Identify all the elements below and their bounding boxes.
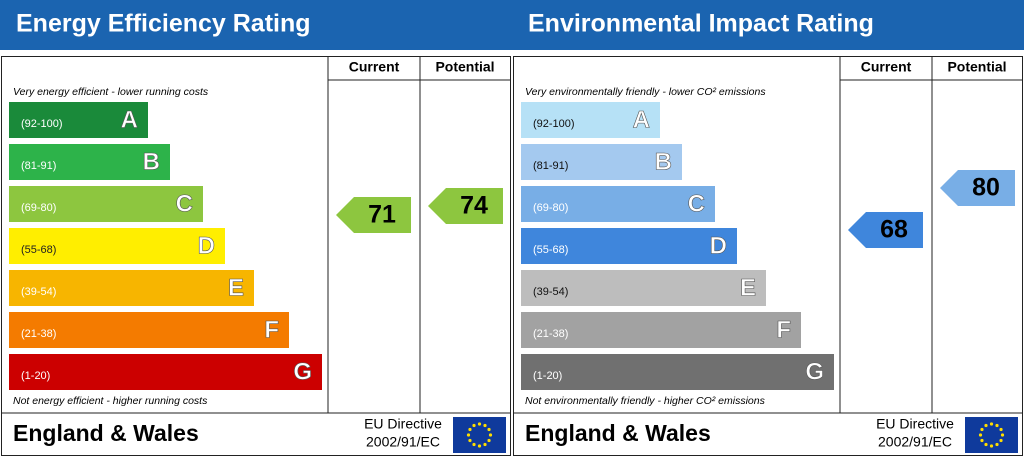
flag-star bbox=[488, 433, 493, 437]
band-letter: E bbox=[740, 274, 756, 301]
band-range: (92-100) bbox=[21, 118, 63, 130]
band-bar bbox=[521, 102, 660, 138]
band-range: (92-100) bbox=[533, 118, 575, 130]
rating-value: 68 bbox=[880, 216, 908, 244]
directive: 2002/91/EC bbox=[366, 434, 440, 450]
band-letter: D bbox=[710, 232, 727, 259]
column-header: Potential bbox=[435, 59, 494, 75]
header-bar bbox=[512, 0, 1024, 50]
band-bar bbox=[9, 186, 203, 222]
bottom-note: Not energy efficient - higher running co… bbox=[13, 395, 208, 407]
rating-arrow bbox=[940, 170, 1015, 206]
flag-star bbox=[487, 438, 491, 443]
flag-star bbox=[999, 427, 1003, 432]
flag-star bbox=[477, 422, 482, 426]
band-bar bbox=[521, 354, 834, 390]
band-letter: C bbox=[688, 190, 705, 217]
top-note: Very environmentally friendly - lower CO… bbox=[525, 86, 766, 98]
band-letter: B bbox=[143, 148, 160, 175]
top-note: Very energy efficient - lower running co… bbox=[13, 86, 209, 98]
panel-title: Environmental Impact Rating bbox=[528, 10, 874, 38]
band-letter: E bbox=[228, 274, 244, 301]
bottom-note: Not environmentally friendly - higher CO… bbox=[525, 395, 766, 407]
rating-arrow bbox=[336, 197, 411, 233]
flag-star bbox=[472, 423, 476, 428]
rating-value: 80 bbox=[972, 174, 1000, 202]
flag-star bbox=[980, 438, 984, 443]
region: England & Wales bbox=[13, 420, 199, 446]
rating-value: 71 bbox=[368, 201, 396, 229]
band-bar bbox=[521, 228, 737, 264]
flag-star bbox=[999, 438, 1003, 443]
band-letter: C bbox=[176, 190, 193, 217]
band-range: (39-54) bbox=[533, 286, 568, 298]
flag-star bbox=[468, 427, 472, 432]
flag-star bbox=[487, 427, 491, 432]
flag-star bbox=[989, 422, 994, 426]
band-range: (81-91) bbox=[533, 160, 568, 172]
flag-star bbox=[468, 438, 472, 443]
band-range: (55-68) bbox=[533, 244, 568, 256]
flag-star bbox=[980, 427, 984, 432]
band-bar bbox=[521, 144, 682, 180]
region: England & Wales bbox=[525, 420, 711, 446]
flag-star bbox=[1000, 433, 1005, 437]
band-range: (1-20) bbox=[21, 370, 50, 382]
flag-star bbox=[978, 433, 983, 437]
flag-star bbox=[483, 442, 487, 447]
band-letter: F bbox=[264, 316, 279, 343]
frame bbox=[1, 56, 511, 456]
band-bar bbox=[9, 102, 148, 138]
flag-star bbox=[483, 423, 487, 428]
rating-arrow bbox=[428, 188, 503, 224]
band-range: (81-91) bbox=[21, 160, 56, 172]
band-range: (39-54) bbox=[21, 286, 56, 298]
band-bar bbox=[521, 312, 801, 348]
directive: EU Directive bbox=[876, 416, 954, 432]
frame bbox=[513, 56, 1023, 456]
eu-flag bbox=[965, 417, 1018, 453]
band-bar bbox=[9, 144, 170, 180]
flag-star bbox=[995, 442, 999, 447]
flag-star bbox=[466, 433, 471, 437]
band-bar bbox=[521, 186, 715, 222]
band-bar bbox=[521, 270, 766, 306]
eu-flag bbox=[453, 417, 506, 453]
column-header: Current bbox=[861, 59, 912, 75]
band-bar bbox=[9, 270, 254, 306]
band-letter: G bbox=[293, 358, 312, 385]
band-bar bbox=[9, 312, 289, 348]
flag-star bbox=[984, 423, 988, 428]
band-range: (69-80) bbox=[533, 202, 568, 214]
flag-star bbox=[984, 442, 988, 447]
band-letter: G bbox=[805, 358, 824, 385]
column-header: Potential bbox=[947, 59, 1006, 75]
band-bar bbox=[9, 354, 322, 390]
band-letter: F bbox=[776, 316, 791, 343]
band-bar bbox=[9, 228, 225, 264]
header-bar bbox=[0, 0, 512, 50]
panel-title: Energy Efficiency Rating bbox=[16, 10, 311, 38]
band-range: (55-68) bbox=[21, 244, 56, 256]
flag-star bbox=[995, 423, 999, 428]
band-range: (21-38) bbox=[21, 328, 56, 340]
flag-star bbox=[477, 444, 482, 448]
rating-value: 74 bbox=[460, 192, 488, 220]
band-letter: A bbox=[633, 106, 650, 133]
flag-star bbox=[472, 442, 476, 447]
directive: EU Directive bbox=[364, 416, 442, 432]
directive: 2002/91/EC bbox=[878, 434, 952, 450]
band-letter: D bbox=[198, 232, 215, 259]
band-letter: B bbox=[655, 148, 672, 175]
band-range: (1-20) bbox=[533, 370, 562, 382]
band-letter: A bbox=[121, 106, 138, 133]
column-header: Current bbox=[349, 59, 400, 75]
band-range: (21-38) bbox=[533, 328, 568, 340]
flag-star bbox=[989, 444, 994, 448]
band-range: (69-80) bbox=[21, 202, 56, 214]
rating-arrow bbox=[848, 212, 923, 248]
